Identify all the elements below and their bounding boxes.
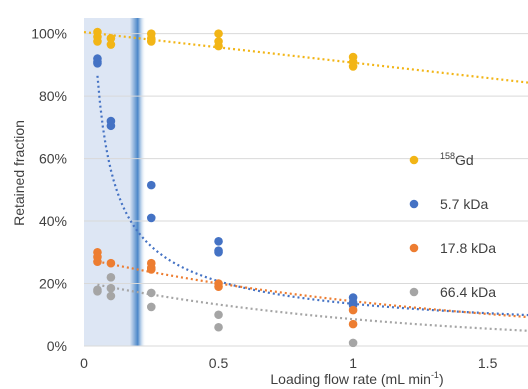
data-point-66-4-kda [106, 272, 116, 282]
x-tick-label: 0 [80, 355, 88, 371]
data-point-17-8-kda [93, 257, 102, 266]
data-point-gd [214, 41, 223, 51]
y-tick-label: 60% [39, 151, 67, 167]
shaded-region-edge [129, 18, 146, 346]
y-tick-label: 0% [47, 338, 67, 354]
legend-label-17-8-kda: 17.8 kDa [440, 240, 496, 256]
data-point-66-4-kda [348, 338, 358, 348]
trendline-5-7-kda [96, 75, 528, 317]
y-tick-label: 40% [39, 213, 67, 229]
data-point-gd [146, 37, 156, 46]
y-tick-label: 20% [39, 276, 67, 292]
data-point-66-4-kda [93, 287, 102, 296]
legend-label-main: Gd [455, 152, 474, 168]
data-point-66-4-kda [106, 283, 116, 293]
data-point-17-8-kda [106, 258, 116, 268]
legend-label-gd: 158Gd [440, 151, 474, 168]
data-point-66-4-kda [106, 291, 116, 301]
shaded-loading-region [84, 18, 132, 346]
legend-marker-5-7-kda [409, 199, 419, 209]
data-point-5-7-kda [93, 58, 102, 68]
data-point-5-7-kda [106, 121, 116, 131]
data-point-66-4-kda [214, 310, 223, 320]
y-tick-label: 100% [31, 26, 67, 42]
legend-marker-gd [409, 155, 419, 165]
legend-marker-66-4-kda [409, 287, 419, 297]
data-point-17-8-kda [214, 282, 223, 291]
data-point-5-7-kda [146, 213, 156, 223]
y-axis-title: Retained fraction [11, 120, 27, 226]
data-point-5-7-kda [214, 237, 223, 246]
data-point-17-8-kda [348, 305, 358, 315]
x-axis-title-suffix: ) [439, 371, 444, 387]
shaded-region-layer [84, 18, 146, 346]
x-axis-title: Loading flow rate (mL min-1) [270, 370, 443, 387]
legend-label-5-7-kda: 5.7 kDa [440, 196, 488, 212]
data-point-5-7-kda [146, 180, 156, 190]
x-tick-label: 0.5 [209, 355, 229, 371]
data-point-17-8-kda [348, 319, 358, 329]
data-point-gd [214, 29, 223, 38]
data-point-gd [93, 37, 102, 46]
x-axis-title-main: Loading flow rate (mL min [270, 371, 431, 387]
data-point-5-7-kda [214, 247, 223, 257]
legend-label-66-4-kda: 66.4 kDa [440, 284, 496, 300]
data-point-66-4-kda [146, 288, 156, 298]
x-tick-label: 1 [349, 355, 357, 371]
data-point-gd [106, 40, 116, 49]
trendline-66-4-kda [97, 283, 528, 332]
data-point-66-4-kda [214, 322, 223, 332]
x-tick-label: 1.5 [478, 355, 498, 371]
data-point-gd [348, 62, 358, 71]
legend: 158Gd 5.7 kDa 17.8 kDa 66.4 kDa [409, 151, 496, 300]
x-tick-labels: 0 0.5 1 1.5 [80, 355, 497, 371]
legend-marker-17-8-kda [409, 243, 419, 253]
data-points [93, 27, 358, 348]
y-tick-labels: 0% 20% 40% 60% 80% 100% [31, 26, 67, 354]
data-point-66-4-kda [146, 302, 156, 312]
trendlines [83, 30, 528, 332]
y-tick-label: 80% [39, 88, 67, 104]
x-axis-title-superscript: -1 [431, 370, 439, 380]
legend-label-superscript: 158 [440, 151, 455, 161]
data-point-gd [106, 34, 116, 43]
data-point-17-8-kda [146, 265, 156, 274]
gridlines [84, 33, 528, 347]
